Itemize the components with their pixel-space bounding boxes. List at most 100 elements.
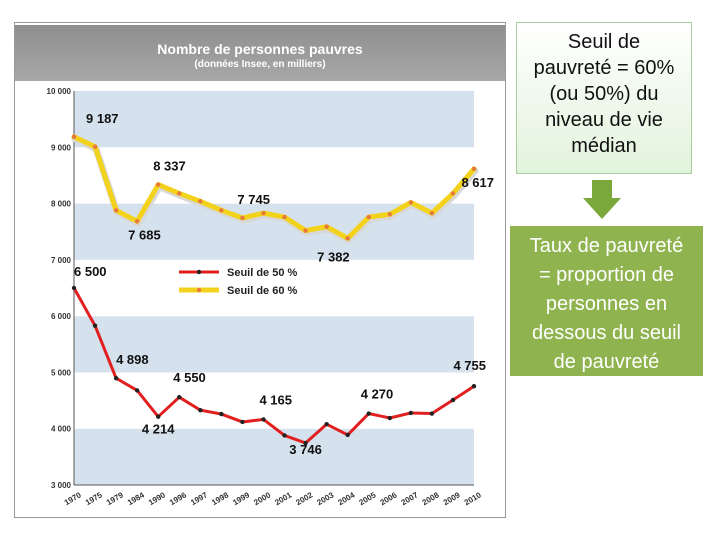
series-60-point [303, 228, 308, 233]
x-tick-label: 1990 [147, 490, 167, 507]
series-50-point [198, 407, 203, 413]
threshold-line-3: (ou 50%) du [549, 83, 659, 105]
series-60-point [261, 210, 266, 216]
rate-line-2: = proportion de [538, 264, 675, 286]
series-60-point [156, 182, 161, 187]
series-50-point [429, 411, 435, 416]
series-50-point [303, 440, 308, 446]
threshold-line-4: niveau de vie [545, 109, 663, 131]
series-50-point [134, 388, 140, 393]
legend-50-marker [196, 269, 202, 275]
data-label: 4 270 [361, 387, 394, 402]
x-tick-label: 2002 [294, 490, 314, 507]
series-60-point [71, 134, 77, 139]
series-60-point [345, 236, 350, 241]
data-label: 4 550 [173, 370, 206, 385]
x-tick-label: 1984 [126, 490, 146, 507]
x-tick-label: 1970 [63, 490, 83, 507]
series-60-point [429, 210, 435, 216]
y-tick-label: 9 000 [51, 143, 72, 152]
rate-line-1: Taux de pauvreté [529, 235, 684, 257]
data-label: 8 617 [461, 175, 494, 190]
series-60-point [408, 200, 414, 205]
grid-band [74, 259, 474, 317]
series-60-line [71, 134, 477, 241]
series-60-point [366, 214, 371, 220]
series-60-point [219, 208, 224, 213]
x-tick-label: 2003 [315, 490, 335, 507]
x-tick-label: 1996 [168, 490, 188, 507]
chart-title: Nombre de personnes pauvres [157, 41, 363, 57]
x-tick-label: 1997 [189, 490, 209, 507]
series-60-point [198, 199, 203, 204]
x-tick-label: 2004 [336, 490, 356, 507]
threshold-line-2: pauvreté = 60% [533, 57, 675, 79]
data-label: 4 755 [453, 358, 486, 373]
data-label: 7 382 [317, 249, 350, 264]
grid-band [74, 91, 474, 148]
x-tick-label: 2008 [421, 490, 441, 507]
data-label: 8 337 [153, 159, 186, 174]
x-tick-label: 2001 [273, 490, 293, 507]
threshold-line-5: médian [571, 135, 637, 157]
y-tick-label: 4 000 [51, 425, 72, 434]
grid-band [74, 372, 474, 429]
rate-line-3: personnes en [545, 293, 668, 315]
grid-band [74, 147, 474, 204]
data-label: 4 214 [142, 422, 175, 437]
poverty-line-chart: Nombre de personnes pauvres (données Inse… [15, 25, 505, 507]
y-tick-label: 5 000 [51, 368, 72, 377]
x-tick-label: 2007 [400, 490, 420, 507]
legend-60-label: Seuil de 60 % [227, 285, 298, 297]
x-tick-label: 1979 [105, 490, 125, 507]
series-50-point [471, 384, 477, 389]
rate-line-4: dessous du seuil [532, 322, 681, 344]
series-50-point [113, 375, 119, 381]
series-50-point [450, 397, 456, 403]
y-tick-label: 10 000 [47, 87, 72, 96]
threshold-definition-box: Seuil de pauvreté = 60% (ou 50%) du nive… [516, 22, 692, 174]
data-label: 4 165 [259, 392, 292, 407]
x-tick-label: 2005 [358, 490, 378, 507]
x-tick-label: 1975 [84, 490, 104, 507]
series-50-point [345, 432, 350, 438]
series-60-point [471, 166, 477, 172]
series-50-point [177, 394, 182, 400]
series-60-point [450, 191, 456, 196]
down-arrow-icon [583, 180, 621, 219]
series-50-point [92, 323, 98, 328]
series-60-point [324, 224, 329, 229]
poverty-rate-definition-box: Taux de pauvreté = proportion de personn… [510, 226, 703, 376]
data-label: 6 500 [74, 264, 107, 279]
rate-line-5: de pauvreté [553, 351, 660, 373]
x-tick-label: 2000 [252, 490, 272, 507]
series-50-point [324, 422, 329, 427]
threshold-line-1: Seuil de [567, 31, 641, 53]
data-label: 7 745 [237, 192, 270, 207]
data-label: 3 746 [289, 442, 322, 457]
series-50-point [282, 433, 287, 438]
data-label: 4 898 [116, 352, 149, 367]
y-tick-label: 7 000 [51, 256, 72, 265]
series-50-point [387, 415, 392, 421]
data-label: 9 187 [86, 111, 119, 126]
series-50-point [408, 410, 414, 416]
x-tick-label: 2006 [379, 490, 399, 507]
series-60-point [282, 214, 287, 220]
series-50-line [72, 286, 476, 445]
series-50-point [156, 414, 161, 419]
series-60-point [240, 215, 245, 221]
chart-subtitle: (données Insee, en milliers) [194, 59, 325, 70]
data-label: 7 685 [128, 227, 161, 242]
grid-band [74, 316, 474, 373]
legend-50-label: Seuil de 50 % [227, 267, 298, 279]
title-banner [15, 25, 505, 81]
x-tick-label: 1999 [231, 490, 251, 507]
x-tick-label: 2010 [463, 490, 483, 507]
series-60-point [177, 191, 182, 196]
series-50-point [240, 419, 245, 425]
x-tick-label: 1998 [210, 490, 230, 507]
chart-frame: Nombre de personnes pauvres (données Inse… [14, 22, 506, 518]
series-50-point [261, 417, 266, 422]
legend-60-marker [196, 287, 202, 293]
